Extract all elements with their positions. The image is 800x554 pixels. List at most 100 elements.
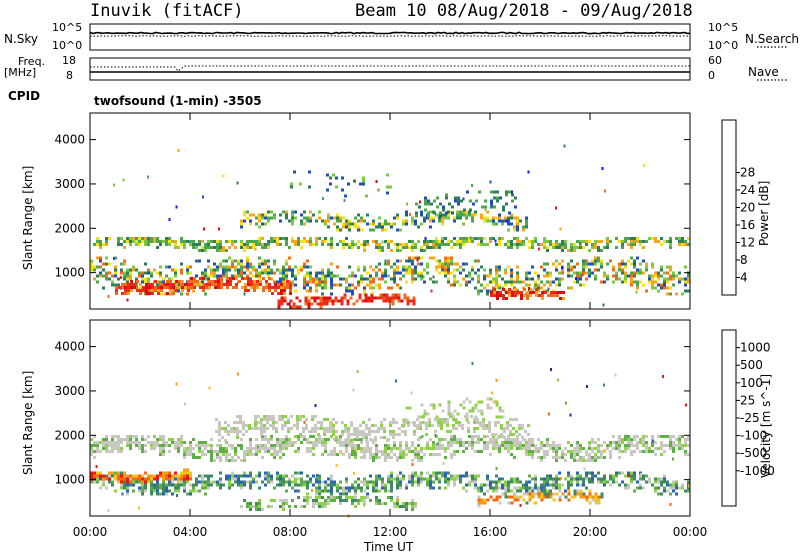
range-gate-cell	[307, 302, 311, 306]
range-gate-cell	[267, 446, 270, 450]
range-gate-cell	[428, 423, 431, 427]
range-gate-cell	[233, 429, 236, 433]
range-gate-cell	[363, 483, 366, 487]
range-gate-cell	[490, 202, 493, 206]
range-gate-cell	[549, 446, 552, 450]
range-gate-cell	[240, 274, 243, 278]
range-gate-cell	[327, 225, 330, 229]
range-gate-cell	[147, 243, 150, 247]
range-gate-cell	[579, 241, 582, 245]
range-gate-cell	[254, 247, 257, 251]
range-gate-cell	[543, 243, 546, 247]
range-gate-cell	[210, 271, 213, 275]
range-gate-cell	[231, 265, 234, 269]
range-gate-cell	[252, 240, 255, 244]
range-gate-cell	[528, 271, 531, 275]
range-gate-cell	[256, 285, 259, 289]
range-gate-cell	[510, 240, 513, 244]
range-gate-cell	[561, 243, 564, 247]
range-gate-cell	[294, 240, 297, 244]
nave-tick-top: 60	[708, 54, 722, 67]
range-gate-cell	[150, 274, 153, 278]
range-gate-cell	[447, 216, 450, 220]
range-gate-cell	[494, 432, 497, 436]
range-gate-cell	[243, 243, 246, 247]
range-gate-cell	[549, 240, 552, 244]
range-gate-cell	[624, 265, 627, 269]
range-gate-cell	[531, 437, 534, 441]
range-gate-cell	[306, 486, 309, 490]
range-gate-cell	[264, 443, 267, 447]
range-gate-cell	[222, 249, 225, 253]
range-gate-cell	[135, 240, 138, 244]
range-gate-cell	[271, 291, 274, 295]
range-gate-cell	[455, 426, 458, 430]
range-gate-cell	[366, 277, 369, 281]
range-gate-cell	[345, 449, 348, 453]
range-gate-cell	[96, 471, 99, 475]
range-gate-cell	[411, 216, 414, 220]
range-gate-cell	[171, 268, 174, 272]
range-gate-cell	[183, 440, 186, 444]
range-gate-cell	[183, 243, 186, 247]
range-gate-cell	[567, 265, 570, 269]
range-gate-cell	[618, 455, 621, 459]
range-gate-cell	[516, 240, 519, 244]
range-gate-cell	[465, 474, 468, 478]
range-gate-cell	[454, 199, 457, 203]
range-gate-cell	[300, 477, 303, 481]
range-gate-cell	[504, 216, 507, 220]
range-gate-cell	[168, 292, 171, 296]
range-gate-cell	[327, 499, 330, 503]
range-gate-cell	[342, 222, 345, 226]
range-gate-cell	[351, 483, 354, 487]
range-gate-cell	[477, 486, 480, 490]
range-gate-cell	[177, 437, 180, 441]
range-gate-cell	[483, 286, 486, 290]
range-gate-cell	[192, 240, 195, 244]
range-gate-cell	[537, 437, 540, 441]
range-gate-cell	[317, 426, 320, 430]
range-gate-cell	[397, 299, 401, 303]
range-gate-cell	[267, 449, 270, 453]
range-gate-cell	[467, 420, 470, 424]
range-gate-cell	[510, 190, 513, 194]
range-gate-cell	[135, 268, 138, 272]
range-gate-cell	[444, 474, 447, 478]
range-gate-cell	[504, 283, 507, 287]
range-gate-cell	[273, 216, 276, 220]
range-gate-cell	[175, 279, 178, 283]
range-gate-cell	[315, 283, 318, 287]
range-gate-cell	[525, 216, 528, 220]
range-gate-cell	[105, 449, 108, 453]
range-gate-cell	[255, 443, 258, 447]
range-gate-cell	[288, 477, 291, 481]
range-gate-cell	[159, 240, 162, 244]
range-gate-cell	[627, 437, 630, 441]
range-gate-cell	[409, 299, 413, 303]
range-gate-cell	[255, 502, 258, 506]
range-gate-cell	[624, 443, 627, 447]
range-gate-cell	[177, 440, 180, 444]
range-gate-cell	[507, 265, 510, 269]
range-gate-cell	[618, 443, 621, 447]
range-gate-cell	[507, 240, 510, 244]
range-gate-cell	[418, 200, 421, 204]
range-gate-cell	[426, 446, 429, 450]
range-gate-cell	[316, 302, 320, 306]
range-gate-cell	[510, 477, 513, 481]
range-gate-cell	[540, 495, 544, 499]
range-gate-cell	[525, 222, 528, 226]
range-gate-cell	[672, 480, 675, 484]
range-gate-cell	[678, 243, 681, 247]
range-gate-cell	[365, 435, 368, 439]
range-gate-cell	[249, 452, 252, 456]
range-gate-cell	[345, 440, 348, 444]
range-gate-cell	[474, 403, 478, 407]
range-gate-cell	[516, 243, 519, 247]
range-gate-cell	[93, 449, 96, 453]
range-gate-cell	[453, 434, 456, 438]
range-gate-cell	[303, 274, 306, 278]
range-gate-cell	[467, 429, 470, 433]
range-gate-cell	[321, 274, 324, 278]
